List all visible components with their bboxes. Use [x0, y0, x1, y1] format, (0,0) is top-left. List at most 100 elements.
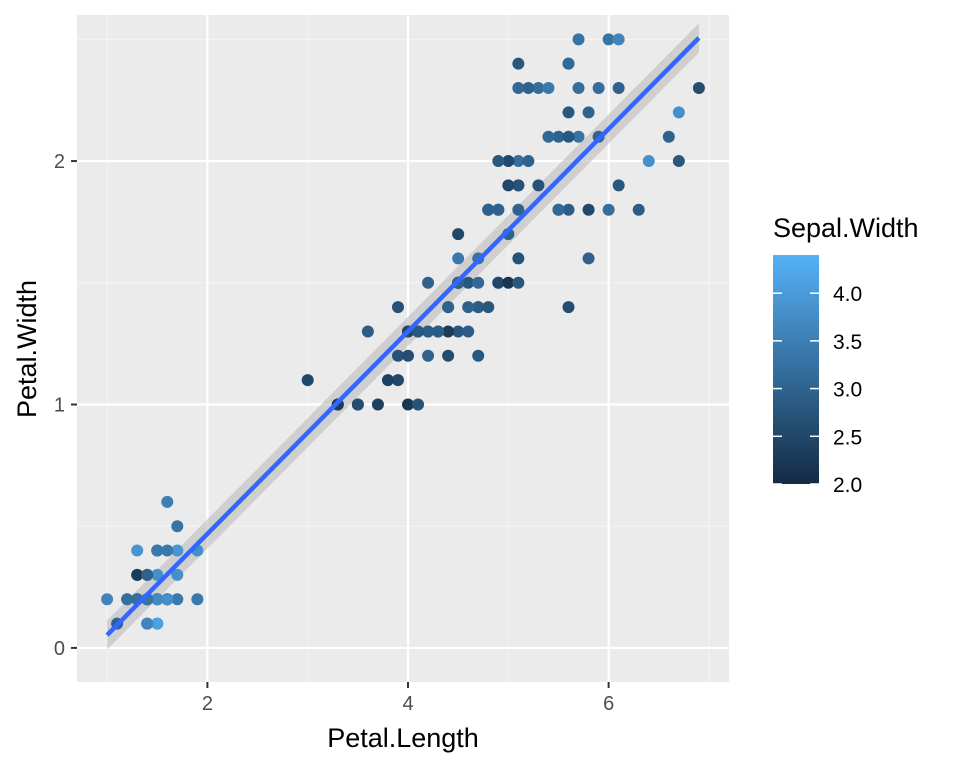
- data-point: [141, 568, 154, 581]
- data-point: [612, 179, 625, 192]
- legend-break-label: 2.0: [833, 474, 862, 497]
- x-tick-label: 2: [202, 693, 213, 715]
- data-point: [452, 228, 465, 241]
- regression-line: [105, 36, 701, 637]
- data-point: [171, 593, 184, 606]
- data-point: [512, 57, 525, 70]
- data-point: [522, 82, 535, 95]
- legend-breaks: 2.0 2.5 3.0 3.5 4.0: [773, 283, 862, 497]
- x-tick-label: 6: [603, 693, 614, 715]
- data-point: [151, 617, 164, 630]
- data-point: [171, 520, 184, 533]
- x-tick-label: 4: [402, 693, 413, 715]
- data-point: [452, 252, 465, 265]
- legend-break-label: 3.0: [833, 379, 862, 402]
- data-point: [161, 495, 174, 508]
- data-point: [101, 593, 114, 606]
- data-point: [512, 155, 525, 168]
- data-point: [562, 203, 575, 216]
- y-tick-label: 1: [54, 394, 65, 416]
- data-point: [612, 82, 625, 95]
- data-point: [602, 203, 615, 216]
- data-point: [391, 374, 404, 387]
- data-point: [612, 33, 625, 46]
- data-point: [442, 325, 455, 338]
- data-point: [672, 106, 685, 119]
- data-point: [602, 33, 615, 46]
- data-point: [492, 203, 505, 216]
- legend-title: Sepal.Width: [773, 213, 919, 243]
- data-point: [161, 593, 174, 606]
- data-point: [642, 155, 655, 168]
- y-axis-ticks: 0 1 2: [54, 151, 77, 660]
- data-point: [512, 179, 525, 192]
- legend-colorbar: [773, 255, 819, 484]
- data-point: [442, 349, 455, 362]
- data-point: [422, 349, 435, 362]
- data-point: [472, 301, 485, 314]
- data-point: [582, 203, 595, 216]
- x-axis-ticks: 2 4 6: [202, 682, 614, 715]
- data-point: [492, 155, 505, 168]
- data-point: [422, 276, 435, 289]
- data-point: [562, 301, 575, 314]
- data-point: [462, 301, 475, 314]
- data-point: [131, 568, 144, 581]
- y-tick-label: 0: [54, 638, 65, 660]
- data-point: [582, 252, 595, 265]
- data-point: [141, 617, 154, 630]
- data-point: [151, 593, 164, 606]
- data-point: [572, 33, 585, 46]
- data-points: [101, 33, 705, 630]
- legend-break-label: 3.5: [833, 331, 862, 354]
- data-point: [562, 57, 575, 70]
- data-point: [582, 106, 595, 119]
- data-point: [592, 82, 605, 95]
- data-point: [351, 398, 364, 411]
- x-axis-title: Petal.Length: [327, 723, 479, 753]
- data-point: [542, 130, 555, 143]
- data-point: [432, 325, 445, 338]
- data-point: [161, 544, 174, 557]
- data-point: [552, 203, 565, 216]
- data-point: [472, 349, 485, 362]
- data-point: [442, 301, 455, 314]
- data-point: [371, 398, 384, 411]
- data-point: [562, 130, 575, 143]
- data-point: [542, 82, 555, 95]
- legend-break-label: 2.5: [833, 426, 862, 449]
- data-point: [191, 593, 204, 606]
- data-point: [131, 544, 144, 557]
- legend-break-label: 4.0: [833, 283, 862, 306]
- data-point: [552, 130, 565, 143]
- data-point: [572, 82, 585, 95]
- data-point: [412, 398, 425, 411]
- data-point: [662, 130, 675, 143]
- data-point: [512, 203, 525, 216]
- major-gridlines: [77, 15, 729, 682]
- data-point: [171, 568, 184, 581]
- data-point: [452, 325, 465, 338]
- data-point: [522, 155, 535, 168]
- data-point: [472, 276, 485, 289]
- data-point: [692, 82, 705, 95]
- data-point: [532, 179, 545, 192]
- data-point: [462, 325, 475, 338]
- y-axis-title: Petal.Width: [12, 280, 42, 418]
- data-point: [412, 325, 425, 338]
- data-point: [502, 179, 515, 192]
- data-point: [482, 301, 495, 314]
- data-point: [512, 276, 525, 289]
- data-point: [151, 568, 164, 581]
- data-point: [402, 398, 415, 411]
- data-point: [301, 374, 314, 387]
- data-point: [512, 252, 525, 265]
- data-point: [492, 276, 505, 289]
- data-point: [391, 349, 404, 362]
- data-point: [512, 82, 525, 95]
- data-point: [632, 203, 645, 216]
- data-point: [151, 544, 164, 557]
- data-point: [171, 544, 184, 557]
- data-point: [462, 276, 475, 289]
